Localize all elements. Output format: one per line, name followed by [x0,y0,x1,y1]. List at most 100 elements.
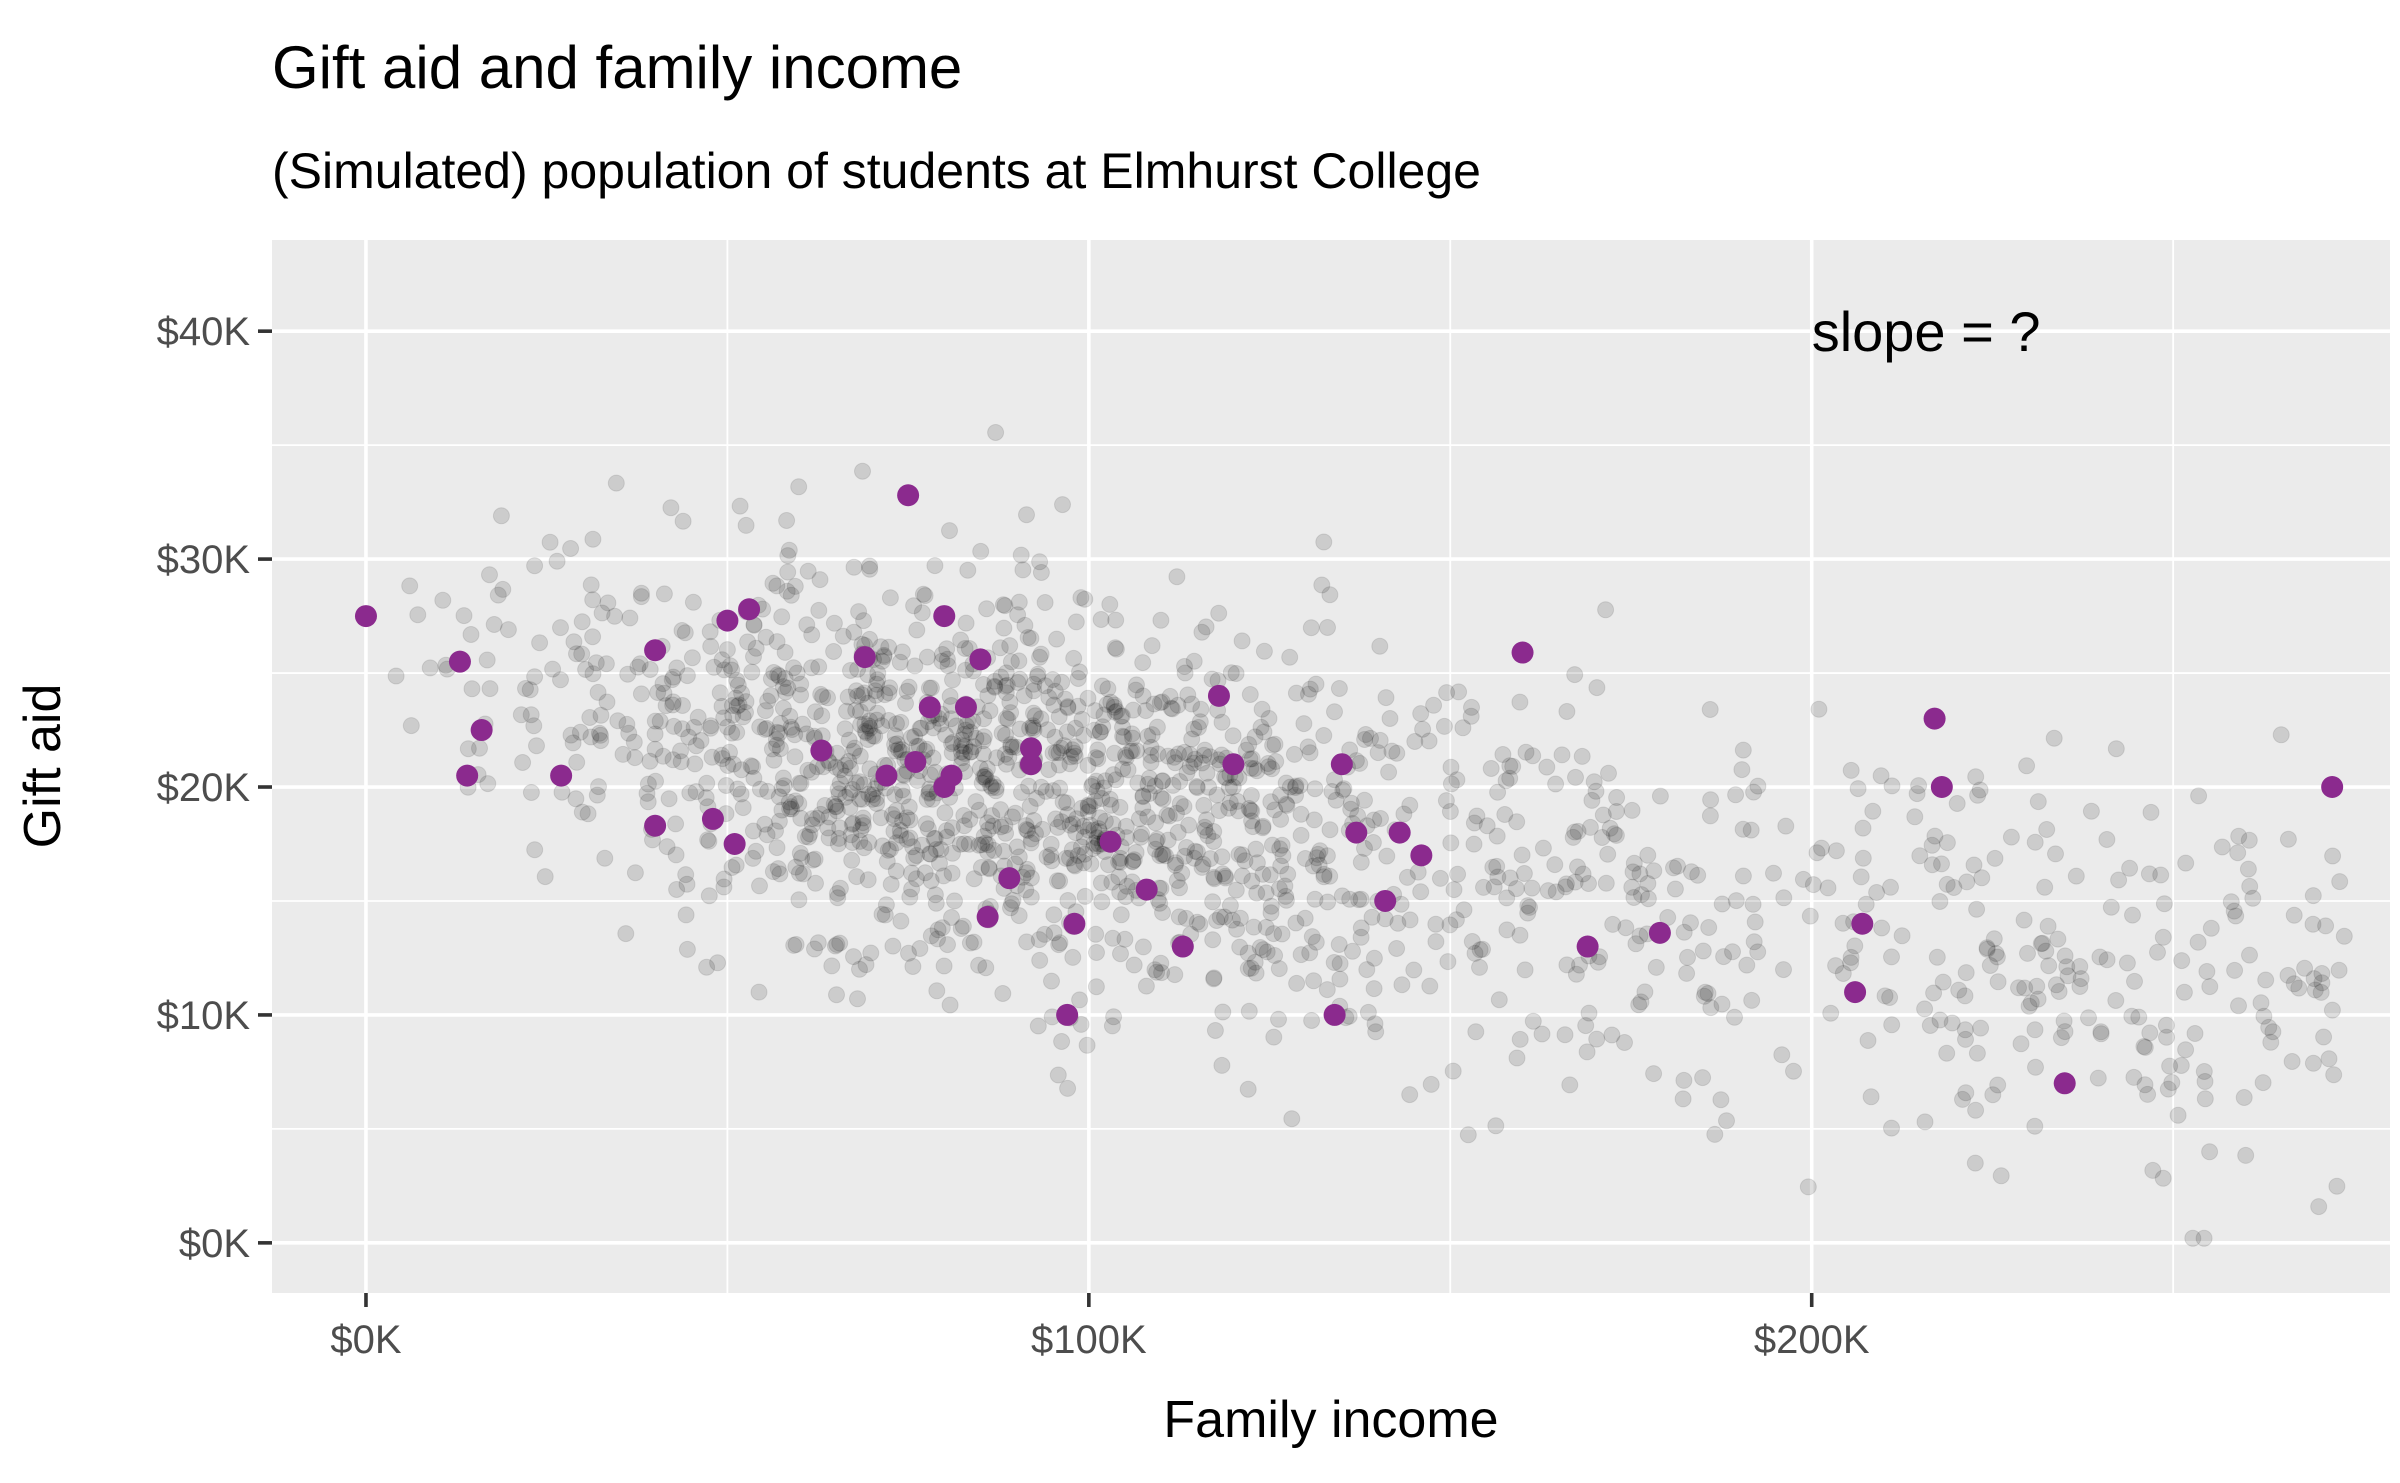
population-point [1465,835,1483,853]
population-point [1128,742,1146,760]
population-point [885,810,903,828]
population-point [1079,798,1097,815]
population-point [614,745,632,763]
population-point [901,829,919,847]
population-point [702,717,720,735]
population-point [928,982,946,1000]
population-point [733,684,751,702]
population-point [2315,1028,2333,1046]
population-point [664,693,682,711]
population-point [956,737,974,755]
population-point [1056,690,1074,708]
population-point [1923,836,1941,854]
population-point [2082,802,2100,820]
population-point [1321,867,1339,885]
population-point [1089,750,1107,768]
population-point [681,784,699,802]
population-point [947,717,965,735]
population-point [667,815,685,833]
population-point [512,706,530,724]
population-point [951,835,969,853]
population-point [1272,857,1290,875]
population-point [1437,792,1455,810]
population-point [973,774,991,792]
population-point [1588,1030,1606,1048]
population-point [1153,693,1171,711]
population-point [618,715,636,733]
population-point [1639,875,1657,892]
population-point [744,849,762,867]
population-point [825,643,843,660]
population-point [794,715,812,733]
population-point [1827,842,1845,860]
population-point [552,671,569,689]
population-point [1082,855,1100,873]
population-point [1497,772,1515,790]
population-point [1242,959,1260,977]
population-point [2323,1001,2341,1019]
population-point [1253,700,1271,718]
population-point [541,533,559,551]
population-point [1255,723,1273,741]
population-point [938,640,956,658]
population-point [2154,1169,2172,1187]
population-point [2158,1028,2175,1046]
population-point [868,790,885,807]
population-point [1241,686,1259,703]
population-point [1254,941,1272,959]
population-point [1926,827,1944,845]
population-point [1834,914,1852,932]
population-point [1154,904,1171,921]
population-point [1066,857,1084,875]
population-point [794,865,812,883]
population-point [1827,957,1845,975]
population-point [1118,877,1136,895]
population-point [768,577,786,595]
population-point [1050,708,1068,726]
sample-point [1171,935,1194,958]
population-point [1287,684,1305,702]
population-point [911,719,929,737]
population-point [525,717,543,735]
population-point [855,684,873,702]
population-point [1107,611,1125,629]
population-point [961,934,979,952]
population-point [1262,793,1280,811]
population-point [851,703,869,721]
population-point [2324,847,2342,865]
population-point [851,747,869,765]
population-point [1158,806,1176,824]
population-point [1516,961,1534,979]
population-point [2320,1050,2338,1068]
population-point [727,856,745,874]
population-point [2040,957,2058,975]
population-point [588,786,606,804]
population-point [1199,827,1217,845]
population-point [1842,761,1860,779]
population-point [1958,873,1976,891]
population-point [664,751,682,769]
population-point [1093,677,1111,695]
population-point [1106,703,1124,721]
sample-point [1323,1003,1346,1026]
population-point [1854,849,1872,867]
population-point [1466,944,1484,962]
population-point [2313,974,2331,992]
population-point [918,790,936,808]
population-point [965,870,983,888]
population-point [1307,675,1325,693]
population-point [1567,768,1584,786]
population-point [1421,977,1439,995]
population-point [1580,875,1597,892]
population-point [1010,652,1028,670]
population-point [1906,808,1924,826]
population-point [829,780,847,798]
population-point [1488,827,1506,845]
population-point [646,725,664,743]
population-point [1151,847,1169,865]
population-point [976,767,994,784]
population-point [1468,807,1486,825]
population-point [1299,738,1317,756]
population-point [780,793,798,811]
population-point [983,807,1001,825]
